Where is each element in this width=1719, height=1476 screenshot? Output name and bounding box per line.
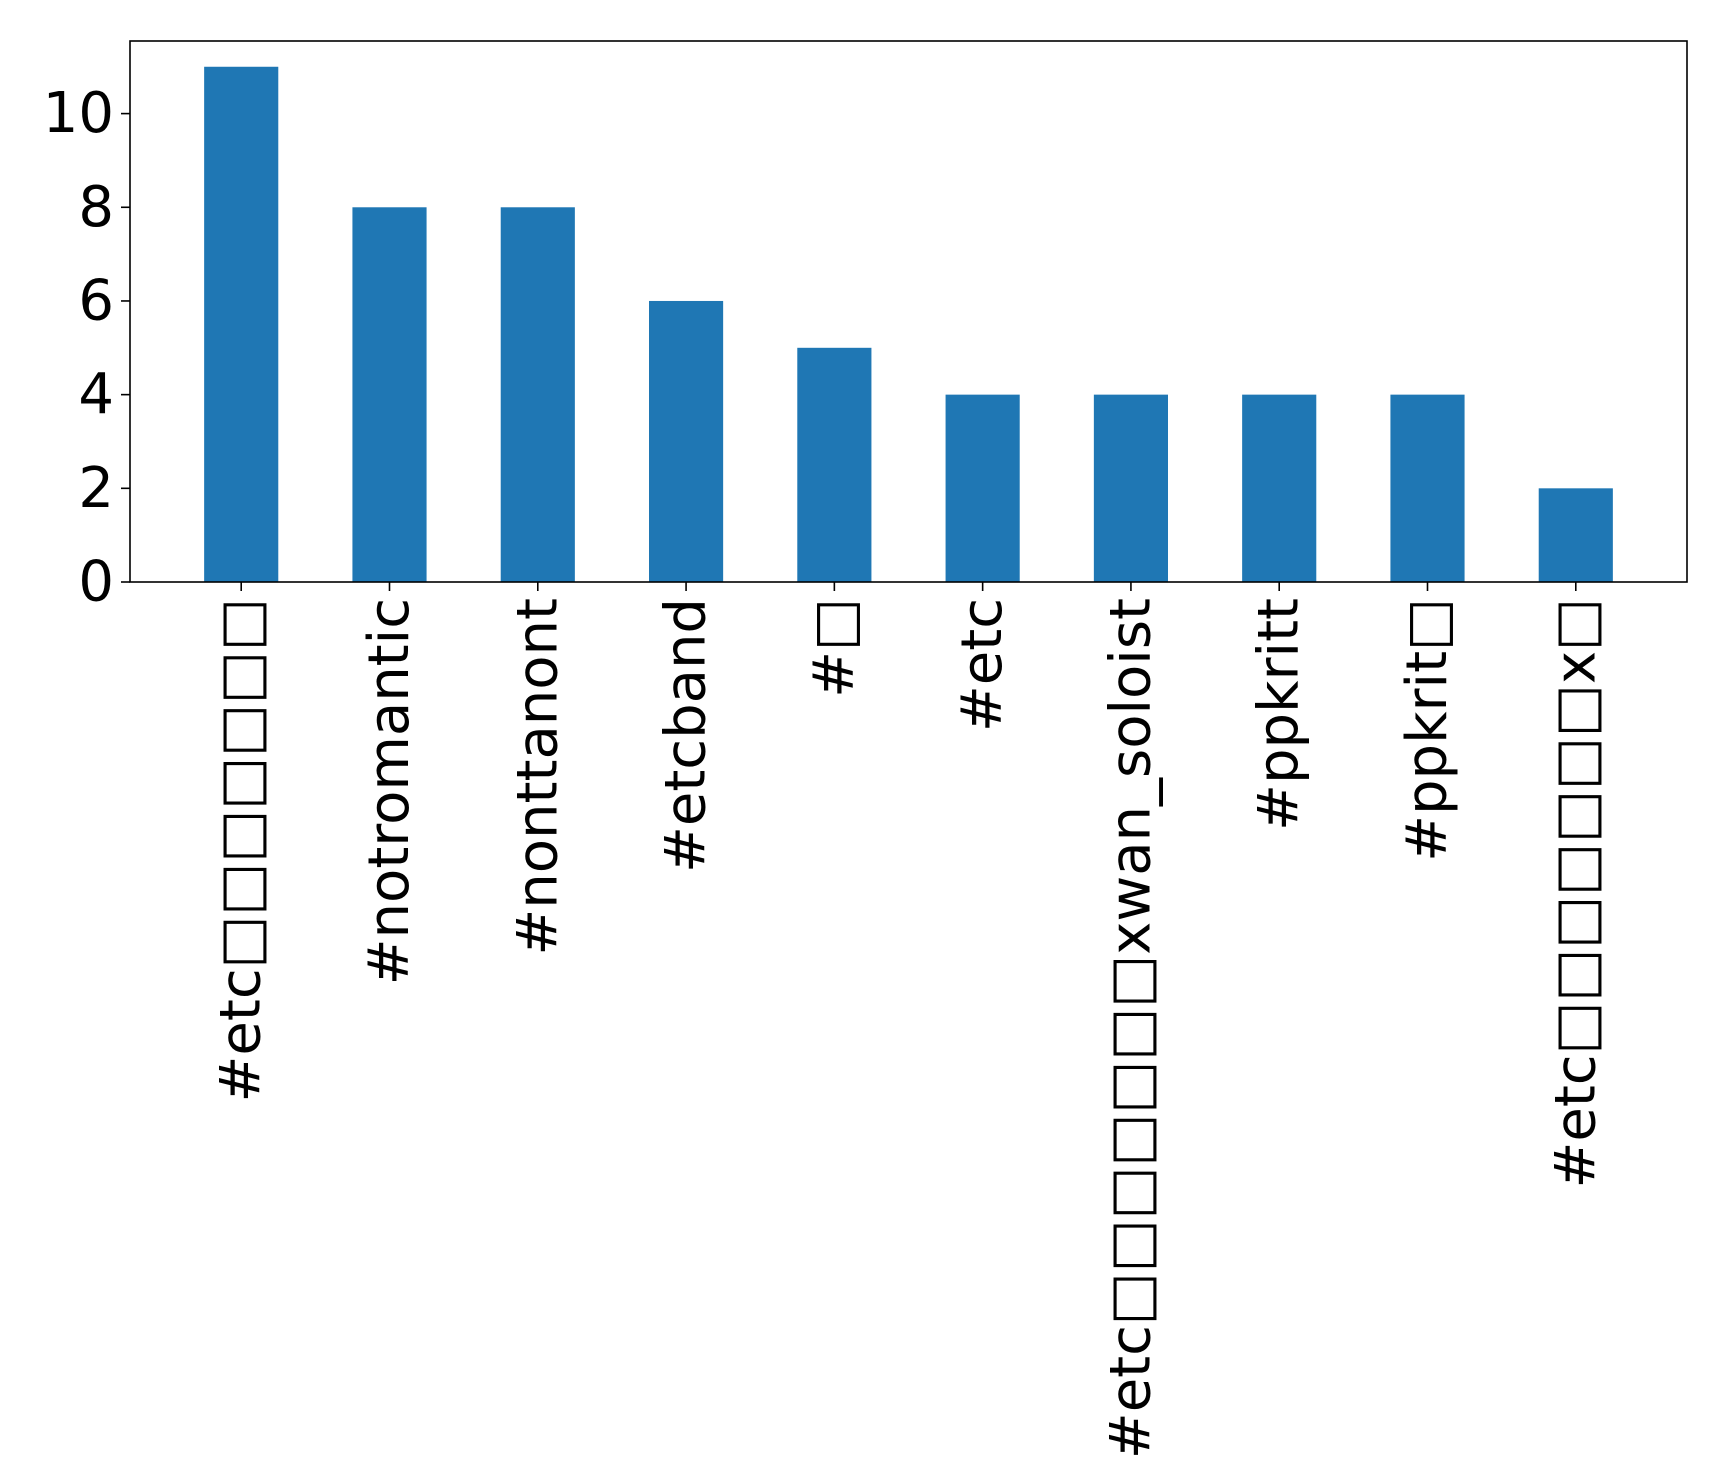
bar (797, 347, 872, 582)
y-tick-label: 8 (78, 175, 114, 240)
y-tick-label: 6 (78, 268, 114, 333)
bar (1538, 488, 1613, 582)
x-category-label: #nonttanont (505, 598, 570, 956)
x-category-label: #ppkritt (1247, 598, 1312, 831)
x-category-label: #etc (950, 598, 1015, 732)
x-category-label: #etc□□□□□□□xwan_soloist (1098, 598, 1163, 1459)
x-category-label: #etcband (654, 598, 719, 873)
bar (649, 300, 724, 582)
y-tick-label: 0 (78, 550, 114, 615)
y-tick-label: 10 (43, 81, 114, 146)
plot-area-frame (129, 40, 1688, 583)
bar (1390, 394, 1465, 582)
x-category-label: #notromantic (357, 598, 422, 985)
x-category-label: #□ (802, 598, 867, 698)
x-axis-ticks: #etc□□□□□□□ #notromantic #nonttanont #etcba… (209, 582, 1608, 1459)
bar (945, 394, 1020, 582)
bar (204, 66, 279, 582)
x-category-label: #etc□□□□□□□x□ (1543, 598, 1608, 1189)
y-tick-label: 2 (78, 456, 114, 521)
y-axis-ticks: 0 2 4 6 8 10 (43, 81, 130, 615)
bars (204, 66, 1613, 583)
bar (352, 207, 427, 583)
bar (1093, 394, 1168, 582)
x-category-label: #ppkrit□ (1395, 598, 1460, 862)
bar (1242, 394, 1317, 582)
bar (500, 207, 575, 583)
y-tick-label: 4 (78, 362, 114, 427)
x-category-label: #etc□□□□□□□ (209, 598, 274, 1103)
